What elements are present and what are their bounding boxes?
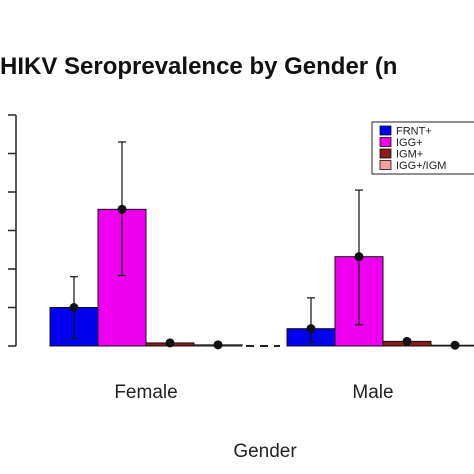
mean-point — [213, 340, 223, 350]
legend: FRNT+IGG+IGM+IGG+/IGM — [371, 121, 474, 175]
category-label-female: Female — [114, 382, 177, 403]
legend-label: IGM+ — [396, 149, 423, 161]
legend-swatch — [379, 148, 392, 159]
legend-swatch — [379, 125, 392, 136]
legend-swatch — [379, 160, 392, 170]
x-axis-label: Gender — [233, 441, 297, 462]
legend-label: IGG+/IGM — [396, 160, 446, 172]
legend-label: FRNT+ — [396, 126, 432, 138]
mean-point — [450, 340, 460, 350]
chart-title: HIKV Seroprevalence by Gender (n — [0, 53, 397, 80]
error-bars — [69, 141, 460, 350]
mean-point — [402, 336, 412, 346]
y-axis — [8, 114, 280, 347]
mean-point — [354, 252, 364, 262]
bars — [49, 208, 474, 347]
legend-label: IGG+ — [396, 137, 423, 149]
mean-point — [69, 303, 79, 312]
mean-point — [165, 338, 175, 348]
category-labels: Female Male — [114, 382, 393, 403]
mean-point — [306, 324, 316, 334]
category-label-male: Male — [352, 382, 393, 403]
mean-point — [117, 204, 127, 214]
legend-swatch — [379, 137, 392, 147]
